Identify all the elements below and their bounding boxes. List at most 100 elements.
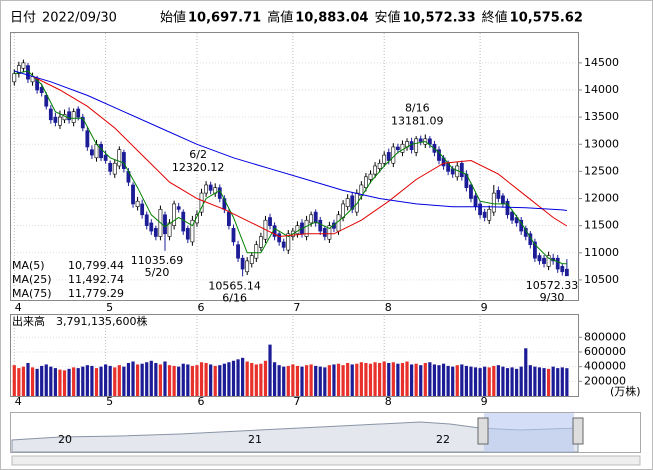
- volume-bar: [551, 366, 555, 396]
- volume-bar: [53, 368, 57, 396]
- candle-body: [48, 108, 53, 121]
- candle-body: [103, 154, 108, 161]
- header-label: 高値: [267, 10, 293, 26]
- candle-body: [58, 116, 62, 126]
- volume-bar: [72, 367, 76, 396]
- x-tick-label: 7: [293, 395, 300, 408]
- candle-body: [400, 143, 405, 153]
- candle-body: [482, 211, 487, 218]
- volume-bar: [199, 362, 204, 396]
- volume-bar: [227, 362, 231, 396]
- candle-body: [112, 162, 117, 175]
- volume-bar: [158, 364, 163, 396]
- volume-bar: [350, 364, 354, 396]
- volume-bar: [49, 366, 53, 396]
- y-tick-label: 13000: [584, 137, 619, 150]
- volume-bar: [336, 363, 341, 396]
- volume-bar: [26, 362, 30, 396]
- volume-bar: [245, 361, 249, 396]
- volume-bar: [286, 365, 290, 396]
- volume-bar: [140, 363, 144, 396]
- volume-bar: [241, 357, 245, 396]
- candle-body: [85, 130, 90, 148]
- candle-body: [386, 152, 391, 161]
- volume-bar: [359, 362, 363, 396]
- candle-body: [208, 184, 213, 191]
- candle-body: [190, 219, 195, 243]
- header-value: 10,572.33: [402, 11, 475, 26]
- navigator-handle[interactable]: [477, 417, 489, 445]
- x-tick-label: 8: [385, 301, 392, 314]
- annotation-date: 9/30: [540, 291, 565, 304]
- candle-body: [318, 219, 323, 232]
- volume-bar: [122, 366, 126, 396]
- candle-body: [144, 214, 149, 226]
- ma-line: [14, 70, 567, 265]
- volume-bar: [172, 365, 176, 396]
- legend-value: 11,492.74: [68, 273, 124, 286]
- candle-body: [90, 149, 94, 156]
- volume-bar: [460, 364, 464, 396]
- candle-body: [12, 73, 17, 83]
- volume-bar: [186, 364, 190, 396]
- navigator-label: 20: [58, 433, 72, 446]
- legend-value: 10,799.44: [68, 259, 124, 272]
- volume-bar: [565, 368, 569, 396]
- x-tick-label: 5: [106, 301, 113, 314]
- volume-unit: (万株): [610, 384, 641, 398]
- candle-body: [94, 143, 99, 159]
- candle-body: [350, 195, 355, 210]
- legend-value: 11,779.29: [68, 287, 124, 300]
- candle-body: [121, 152, 126, 169]
- volume-bar: [12, 365, 16, 396]
- volume-bar: [209, 364, 213, 396]
- candle-body: [555, 257, 560, 270]
- candle-body: [501, 195, 505, 205]
- candle-body: [281, 241, 286, 248]
- candle-body: [496, 190, 501, 199]
- candle-body: [245, 260, 250, 273]
- volume-bar: [423, 362, 427, 396]
- volume-bar: [318, 366, 322, 396]
- header-value: 10,883.04: [295, 11, 368, 26]
- volume-bar: [455, 365, 459, 396]
- x-tick-label: 5: [106, 395, 113, 408]
- candle-body: [277, 233, 282, 243]
- y-tick-label: 10500: [584, 273, 619, 286]
- volume-bar: [304, 365, 309, 396]
- volume-bar: [300, 366, 304, 396]
- volume-bar: [149, 360, 153, 396]
- navigator-selection[interactable]: [484, 413, 574, 452]
- volume-bar: [451, 366, 455, 396]
- volume-bar: [30, 367, 35, 396]
- volume-bar: [236, 359, 240, 396]
- candle-body: [364, 176, 368, 188]
- candle-body: [108, 162, 113, 172]
- annotation-date: 5/20: [145, 266, 170, 279]
- volume-bar: [282, 366, 286, 396]
- candle-body: [304, 219, 309, 237]
- y-tick-label: 12500: [584, 164, 619, 177]
- volume-bar: [295, 365, 300, 396]
- volume-bar: [341, 365, 345, 396]
- candle-body: [418, 138, 423, 142]
- legend-name: MA(25): [12, 273, 52, 286]
- header-value: 10,575.62: [510, 11, 583, 26]
- volume-bar: [40, 365, 44, 396]
- volume-bar: [387, 362, 391, 396]
- candle-body: [542, 257, 546, 264]
- annotation-value: 12320.12: [172, 161, 225, 174]
- scrollbar[interactable]: [11, 455, 641, 466]
- x-tick-label: 6: [197, 395, 204, 408]
- volume-bar: [104, 364, 108, 396]
- volume-bar: [67, 368, 71, 396]
- volume-bar: [405, 361, 409, 396]
- navigator-handle[interactable]: [572, 417, 584, 445]
- y-tick-label: 12000: [584, 192, 619, 205]
- y-tick-label: 11000: [584, 246, 619, 259]
- volume-bar: [190, 365, 194, 396]
- volume-bar: [44, 364, 48, 396]
- volume-bar: [99, 366, 103, 396]
- y-tick-label: 800000: [584, 330, 626, 343]
